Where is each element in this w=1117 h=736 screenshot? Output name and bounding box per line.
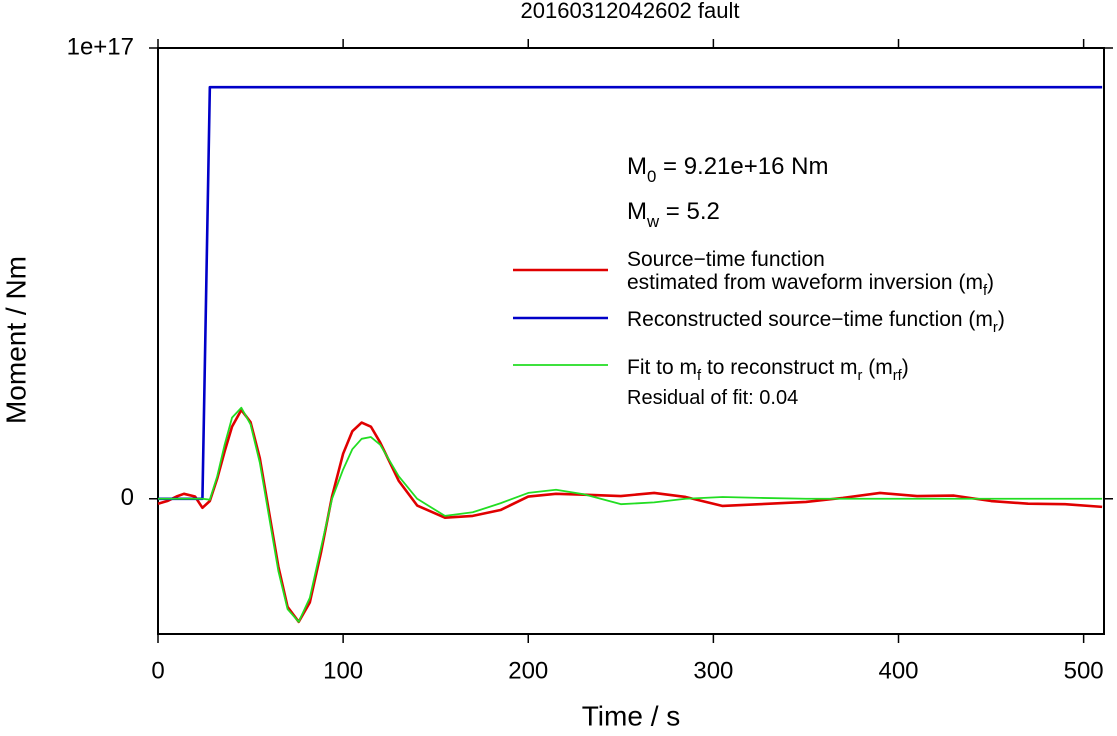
text-part: = 9.21e+16 Nm (656, 153, 828, 180)
x-tick-label: 0 (151, 657, 164, 684)
annotation: Mw = 5.2 (627, 198, 720, 231)
text-part: Source−time function (627, 248, 825, 271)
legend-label: estimated from waveform inversion (mf) (627, 271, 994, 299)
y-tick-label: 0 (121, 484, 134, 511)
series-line (157, 408, 1103, 624)
legend-label: Fit to mf to reconstruct mr (mrf) (627, 356, 909, 384)
subscript: 0 (647, 167, 656, 186)
x-tick-label: 100 (323, 657, 363, 684)
text-part: (m (862, 356, 892, 379)
subscript: rf (893, 368, 903, 384)
text-part: M (627, 198, 647, 225)
text-part: ) (998, 308, 1005, 331)
text-part: estimated from waveform inversion (m (627, 271, 983, 294)
y-axis-label: Moment / Nm (0, 256, 31, 424)
annotation: M0 = 9.21e+16 Nm (627, 153, 828, 186)
text-part: = 5.2 (659, 198, 720, 225)
text-part: M (627, 153, 647, 180)
x-tick-label: 400 (878, 657, 918, 684)
subscript: w (646, 212, 660, 231)
y-tick-label: 1e+17 (67, 33, 134, 60)
series-line (158, 406, 1103, 623)
x-axis-label: Time / s (582, 700, 681, 731)
subscript: r (993, 320, 998, 336)
legend-label: Source−time function (627, 248, 825, 271)
text-part: Residual of fit: 0.04 (627, 387, 798, 409)
x-tick-label: 300 (693, 657, 733, 684)
subscript: f (983, 283, 988, 299)
annotation: Residual of fit: 0.04 (627, 387, 798, 409)
text-part: ) (902, 356, 909, 379)
chart-title: 20160312042602 fault (521, 0, 740, 23)
plot-frame (157, 47, 1105, 635)
subscript: r (858, 368, 863, 384)
x-tick-label: 500 (1064, 657, 1104, 684)
series-line (158, 85, 1103, 501)
text-part: Reconstructed source−time function (m (627, 308, 993, 331)
x-tick-label: 200 (508, 657, 548, 684)
text-part: ) (987, 271, 994, 294)
subscript: f (697, 368, 702, 384)
legend-label: Reconstructed source−time function (mr) (627, 308, 1005, 336)
text-part: to reconstruct m (701, 356, 857, 379)
text-part: Fit to m (627, 356, 697, 379)
